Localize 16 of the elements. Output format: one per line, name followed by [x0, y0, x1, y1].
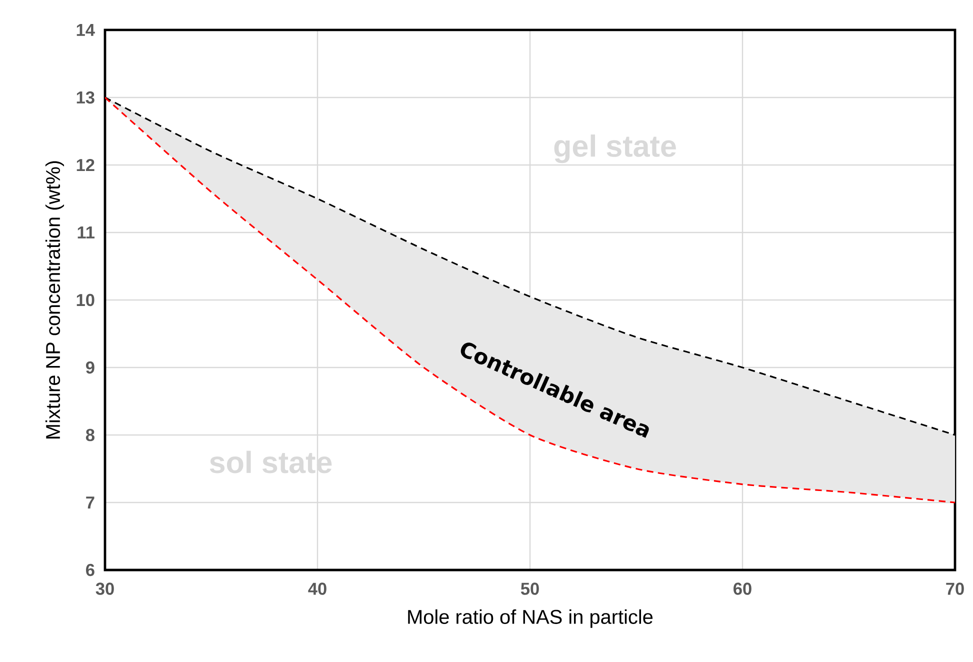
y-tick-label: 8 — [86, 428, 94, 442]
y-tick-label: 11 — [78, 226, 95, 238]
y-axis-title: Mixture NP concentration (wt%) — [45, 161, 64, 438]
y-tick-label: 7 — [86, 496, 94, 508]
y-tick-label: 13 — [76, 91, 94, 104]
x-tick-label: 70 — [946, 582, 964, 595]
y-tick-label: 9 — [86, 361, 94, 374]
x-tick-label: 60 — [734, 582, 752, 595]
x-tick-label: 40 — [308, 582, 326, 595]
y-tick-label: 6 — [86, 564, 94, 576]
y-tick-label: 10 — [76, 294, 94, 306]
y-tick-label: 14 — [76, 24, 95, 36]
x-tick-label: 30 — [96, 582, 114, 595]
x-tick-label: 50 — [520, 582, 539, 595]
y-tick-label: 12 — [76, 158, 94, 172]
x-axis-title: Mole ratio of NAS in particle — [408, 609, 653, 628]
